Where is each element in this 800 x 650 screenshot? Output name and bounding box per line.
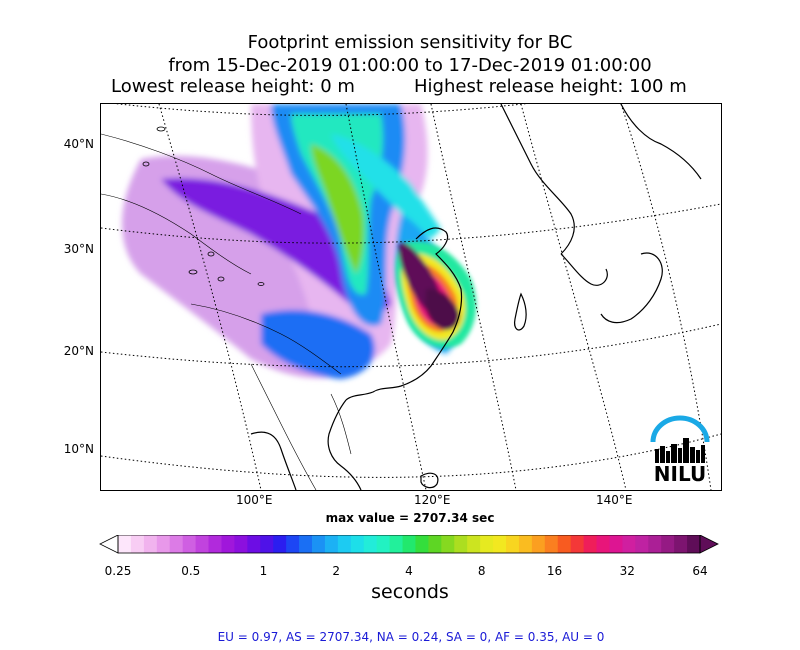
- colorbar-cell: [415, 535, 429, 553]
- borders: [101, 133, 352, 490]
- colorbar-cell: [312, 535, 326, 553]
- lat-label-10n: 10°N: [63, 442, 94, 456]
- colorbar-cell: [570, 535, 585, 553]
- colorbar-cell: [402, 535, 417, 553]
- logo-text: NILU: [654, 462, 706, 484]
- colorbar-tick-label: 16: [546, 564, 563, 578]
- sensitivity-field: [122, 104, 462, 379]
- colorbar-cell: [118, 535, 132, 553]
- colorbar-cell: [648, 535, 662, 553]
- colorbar-tick-label: 8: [477, 564, 486, 578]
- colorbar-tick-label: 32: [619, 564, 635, 578]
- colorbar-cell: [350, 535, 365, 553]
- plot-title: Footprint emission sensitivity for BC: [247, 32, 573, 53]
- colorbar-cell: [156, 535, 171, 553]
- colorbar-cell: [195, 535, 210, 553]
- colorbar-cell: [531, 535, 546, 553]
- colorbar-cell: [221, 535, 235, 553]
- colorbar-cell: [687, 535, 701, 553]
- colorbar-cell: [428, 535, 442, 553]
- lowest-release-height: Lowest release height: 0 m: [111, 76, 355, 97]
- colorbar-cell: [376, 535, 391, 553]
- lat-label-40n: 40°N: [63, 137, 94, 151]
- colorbar-cell: [674, 535, 688, 553]
- colorbar-tick-label: 1: [259, 564, 268, 578]
- max-value-label: max value = 2707.34 sec: [325, 511, 495, 525]
- coastlines: [250, 104, 702, 490]
- colorbar-unit: seconds: [371, 581, 449, 603]
- colorbar-frame: [117, 535, 701, 554]
- colorbar-cell: [596, 535, 611, 553]
- colorbar-cell: [324, 535, 339, 553]
- colorbar-cell: [182, 535, 197, 553]
- colorbar-cell: [143, 535, 158, 553]
- colorbar-tick-label: 2: [332, 564, 341, 578]
- logo-skyline: [655, 438, 705, 463]
- colorbar-cell: [130, 535, 145, 553]
- colorbar-tick-label: 0.25: [104, 564, 132, 578]
- colorbar-cell: [557, 535, 572, 553]
- colorbar-cell: [493, 535, 507, 553]
- colorbar-cell: [518, 535, 533, 553]
- colorbar-cell: [389, 535, 404, 553]
- colorbar-cell: [260, 535, 274, 553]
- colorbar: [99, 535, 719, 554]
- colorbar-cell: [363, 535, 378, 553]
- map-canvas: [101, 104, 721, 490]
- colorbar-cell: [454, 535, 468, 553]
- colorbar-min-extend: [99, 535, 119, 554]
- colorbar-cell: [622, 535, 636, 553]
- highest-release-height: Highest release height: 100 m: [414, 76, 687, 97]
- colorbar-cell: [661, 535, 675, 553]
- lon-label-140e: 140°E: [596, 493, 633, 507]
- colorbar-cell: [337, 535, 352, 553]
- colorbar-cell: [286, 535, 300, 553]
- lat-label-30n: 30°N: [63, 242, 94, 256]
- colorbar-cells: [118, 535, 701, 553]
- graticule: [101, 104, 721, 490]
- colorbar-tick-label: 4: [405, 564, 413, 578]
- colorbar-cell: [441, 535, 455, 553]
- footprint-map: [100, 103, 722, 491]
- colorbar-tick-label: 64: [692, 564, 708, 578]
- nilu-logo: NILU: [650, 415, 710, 484]
- colorbar-cell: [169, 535, 184, 553]
- colorbar-cell: [273, 535, 287, 553]
- colorbar-cell: [247, 535, 261, 553]
- logo-arc: [650, 415, 710, 443]
- colorbar-cell: [299, 535, 313, 553]
- colorbar-tick-label: 0.5: [181, 564, 201, 578]
- colorbar-cell: [635, 535, 649, 553]
- lon-label-100e: 100°E: [236, 493, 273, 507]
- lat-label-20n: 20°N: [63, 344, 94, 358]
- lon-label-120e: 120°E: [414, 493, 451, 507]
- colorbar-cell: [480, 535, 494, 553]
- colorbar-cell: [609, 535, 623, 553]
- colorbar-cell: [208, 535, 223, 553]
- colorbar-cell: [583, 535, 598, 553]
- colorbar-cell: [234, 535, 248, 553]
- region-summary: EU = 0.97, AS = 2707.34, NA = 0.24, SA =…: [217, 630, 605, 644]
- colorbar-cell: [544, 535, 559, 553]
- colorbar-max-extend: [699, 535, 719, 554]
- lakes: [142, 126, 265, 286]
- colorbar-cell: [506, 535, 520, 553]
- colorbar-cell: [467, 535, 481, 553]
- hotspot: [395, 241, 477, 348]
- plot-period: from 15-Dec-2019 01:00:00 to 17-Dec-2019…: [168, 55, 652, 76]
